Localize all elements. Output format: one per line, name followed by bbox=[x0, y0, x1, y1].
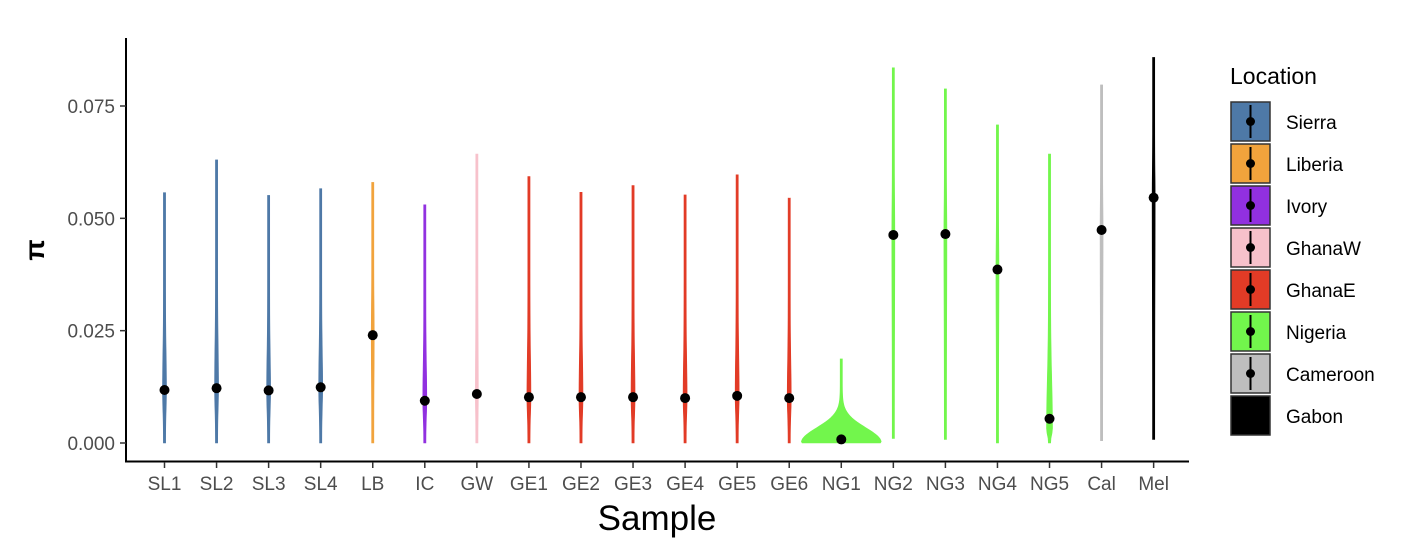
legend-label-Nigeria: Nigeria bbox=[1286, 323, 1347, 344]
mean-point-IC bbox=[419, 395, 430, 406]
legend-key-Gabon bbox=[1230, 395, 1271, 436]
y-tick-label: 0.075 bbox=[67, 97, 115, 118]
x-tick-label: GE4 bbox=[666, 474, 704, 495]
legend-label-Sierra: Sierra bbox=[1286, 113, 1337, 134]
mean-point-GE3 bbox=[628, 392, 639, 403]
x-tick-label: IC bbox=[415, 474, 434, 495]
x-ticks: SL1 SL2 SL3 SL4 LB IC GW GE1 GE2 GE3 GE4 GE5 GE6 NG1 N… bbox=[148, 462, 1169, 495]
y-tick-label: 0.000 bbox=[67, 434, 115, 455]
legend-label-Ivory: Ivory bbox=[1286, 197, 1328, 218]
mean-point-NG3 bbox=[940, 229, 951, 240]
mean-point-Cal bbox=[1096, 225, 1107, 236]
legend-key-point bbox=[1246, 159, 1255, 168]
mean-point-SL4 bbox=[315, 382, 326, 393]
mean-point-SL3 bbox=[263, 385, 274, 396]
violin-Cal bbox=[1099, 84, 1104, 442]
violin-SL3 bbox=[266, 195, 271, 444]
mean-point-GE5 bbox=[732, 390, 743, 401]
legend-label-Liberia: Liberia bbox=[1286, 155, 1343, 176]
mean-point-NG2 bbox=[888, 229, 899, 240]
y-ticks: 0.000 0.025 0.050 0.075 bbox=[67, 97, 126, 455]
mean-point-GE1 bbox=[523, 392, 534, 403]
violin-SL2 bbox=[214, 159, 219, 444]
legend-title: Location bbox=[1230, 63, 1317, 89]
x-tick-label: SL2 bbox=[200, 474, 234, 495]
x-tick-label: Mel bbox=[1138, 474, 1169, 495]
violin-NG4 bbox=[995, 124, 1000, 444]
legend-key-point bbox=[1246, 117, 1255, 126]
violin-Mel bbox=[1151, 57, 1156, 440]
violin-SL4 bbox=[318, 188, 323, 444]
mean-point-NG5 bbox=[1044, 413, 1055, 424]
violin-NG1 bbox=[801, 358, 882, 444]
x-tick-label: GW bbox=[461, 474, 494, 495]
x-tick-label: SL1 bbox=[148, 474, 182, 495]
x-tick-label: SL3 bbox=[252, 474, 286, 495]
violin-GW bbox=[475, 153, 479, 444]
violin-NG5 bbox=[1046, 153, 1053, 444]
violin-GE4 bbox=[682, 194, 688, 444]
violin-NG3 bbox=[943, 88, 948, 440]
x-tick-label: NG1 bbox=[822, 474, 861, 495]
legend-key-point bbox=[1246, 285, 1255, 294]
violin-GE6 bbox=[786, 197, 792, 444]
mean-point-Mel bbox=[1148, 192, 1159, 203]
x-tick-label: SL4 bbox=[304, 474, 338, 495]
x-axis-title: Sample bbox=[598, 499, 717, 538]
legend-key-point bbox=[1246, 327, 1255, 336]
violin-LB bbox=[370, 182, 375, 444]
mean-point-GE2 bbox=[575, 392, 586, 403]
violin-NG2 bbox=[891, 67, 896, 439]
mean-point-NG1 bbox=[836, 434, 847, 445]
mean-point-GE4 bbox=[680, 393, 691, 404]
legend-key-point bbox=[1246, 369, 1255, 378]
mean-point-LB bbox=[367, 330, 378, 341]
axes-layer bbox=[125, 38, 1189, 463]
violin-GE3 bbox=[630, 185, 636, 444]
mean-point-GE6 bbox=[784, 393, 795, 404]
x-tick-label: Cal bbox=[1087, 474, 1116, 495]
y-tick-label: 0.050 bbox=[67, 209, 115, 230]
mean-point-SL1 bbox=[159, 384, 170, 395]
x-tick-label: GE5 bbox=[718, 474, 756, 495]
x-tick-label: NG2 bbox=[874, 474, 913, 495]
violin-GE2 bbox=[578, 191, 584, 444]
x-tick-label: GE6 bbox=[770, 474, 808, 495]
x-tick-label: NG5 bbox=[1030, 474, 1069, 495]
x-tick-label: GE2 bbox=[562, 474, 600, 495]
violins-layer bbox=[159, 57, 1159, 445]
legend-key-point bbox=[1246, 201, 1255, 210]
legend-label-Cameroon: Cameroon bbox=[1286, 365, 1375, 386]
y-tick-label: 0.025 bbox=[67, 322, 115, 343]
violin-SL1 bbox=[162, 192, 167, 444]
mean-point-NG4 bbox=[992, 264, 1003, 275]
x-tick-label: LB bbox=[361, 474, 384, 495]
mean-point-GW bbox=[471, 389, 482, 400]
x-tick-label: GE1 bbox=[510, 474, 548, 495]
x-tick-label: NG3 bbox=[926, 474, 965, 495]
mean-point-SL2 bbox=[211, 383, 222, 394]
y-axis-title: π bbox=[19, 239, 50, 260]
legend-label-GhanaW: GhanaW bbox=[1286, 239, 1361, 260]
legend-label-Gabon: Gabon bbox=[1286, 407, 1343, 428]
legend-key-point bbox=[1246, 243, 1255, 252]
violin-GE5 bbox=[734, 174, 740, 444]
legend: Location Sierra Liberia Ivory GhanaW GhanaE N… bbox=[1230, 63, 1375, 436]
violin-IC bbox=[422, 204, 428, 444]
x-tick-label: NG4 bbox=[978, 474, 1018, 495]
x-tick-label: GE3 bbox=[614, 474, 652, 495]
legend-label-GhanaE: GhanaE bbox=[1286, 281, 1356, 302]
violin-GE1 bbox=[526, 176, 532, 444]
